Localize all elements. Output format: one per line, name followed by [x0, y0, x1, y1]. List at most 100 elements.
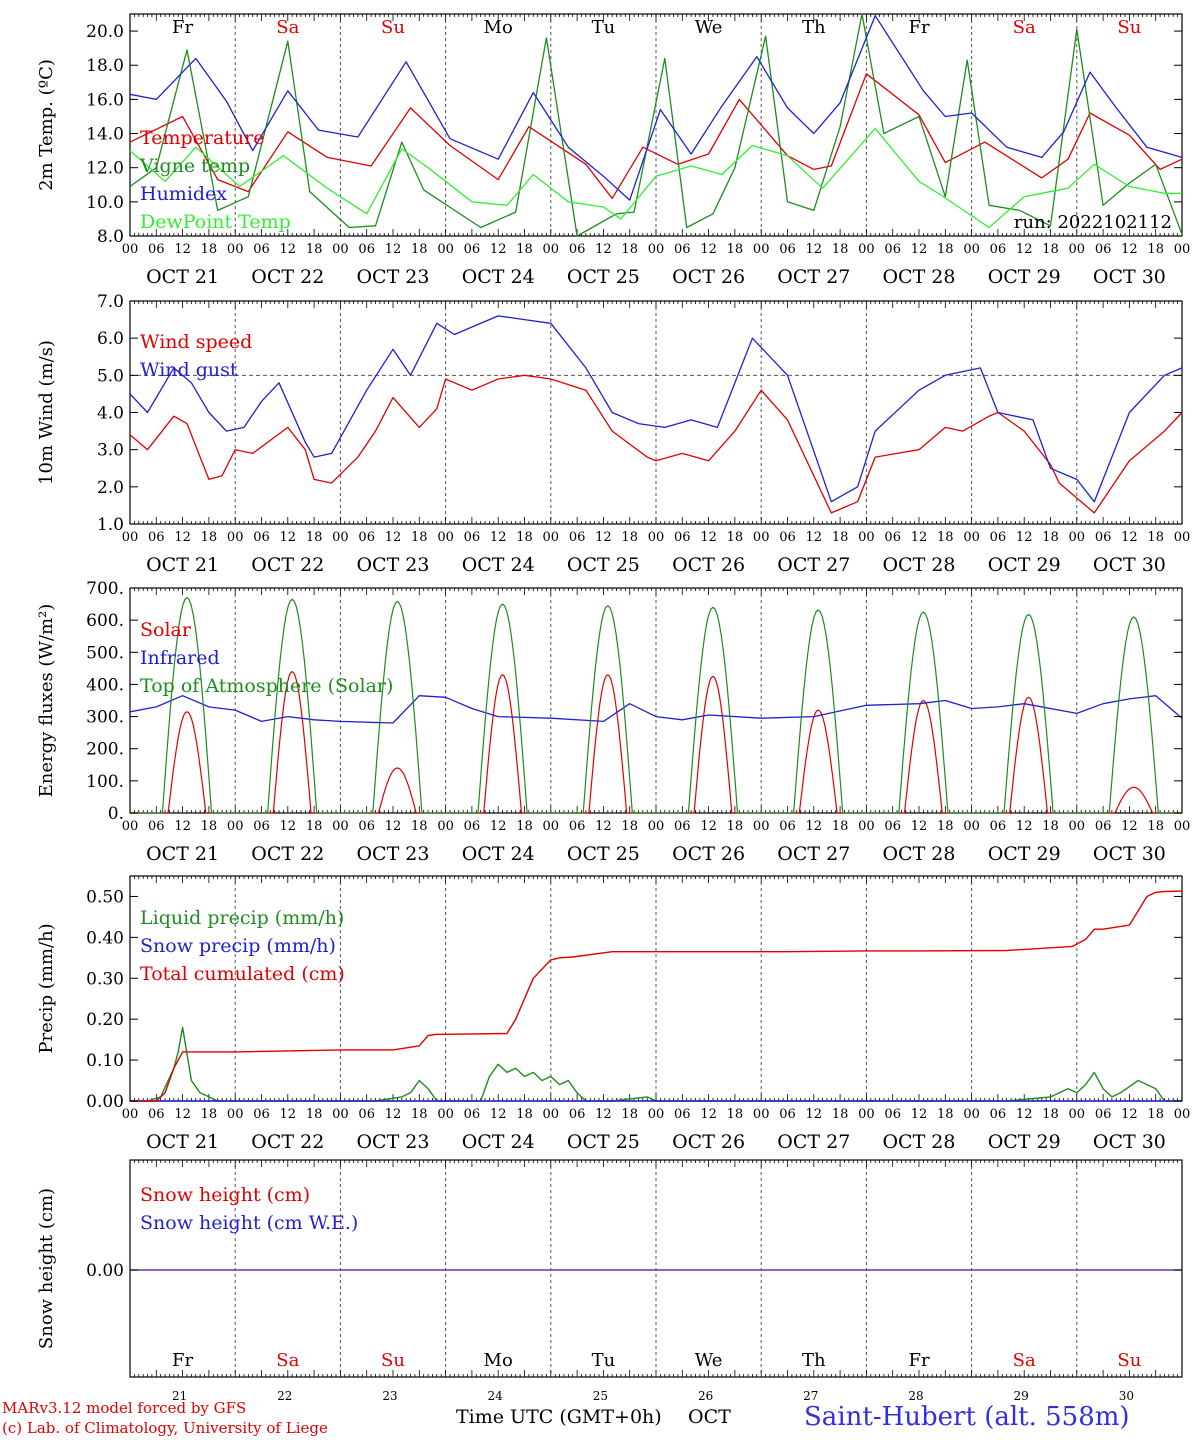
hour-tick-label: 06 [569, 1107, 586, 1122]
hour-tick-label: 00 [858, 1107, 875, 1122]
hour-tick-label: 12 [700, 819, 717, 834]
date-label: OCT 21 [146, 1131, 219, 1153]
y-axis-1: 8.0 10.0 12.0 14.0 16.0 18.0 20.0 2m Temp. (ºC) [36, 22, 1182, 247]
hour-tick-label: 12 [1016, 819, 1033, 834]
hour-tick-label: 06 [779, 530, 796, 545]
hour-tick-label: 12 [1121, 242, 1138, 257]
legend-entry: Liquid precip (mm/h) [140, 907, 344, 929]
hour-tick-label: 12 [595, 242, 612, 257]
hour-tick-label: 00 [963, 242, 980, 257]
y-tick-label: 400. [86, 675, 124, 695]
hour-tick-label: 06 [464, 530, 481, 545]
hour-tick-label: 00 [648, 530, 665, 545]
weekday-label: Su [381, 17, 405, 38]
legend-entry: Top of Atmosphere (Solar) [140, 675, 393, 697]
y-tick-label: 500. [86, 643, 124, 663]
x-axis-labels-1: 00 06 12 18 00 06 12 18 00 06 12 18 00 06 12 18 00 06 12 18… [122, 242, 1191, 288]
date-label: OCT 25 [567, 1131, 640, 1153]
date-label: OCT 22 [251, 1131, 324, 1153]
series-line-blue [129, 315, 1183, 503]
hour-tick-label: 06 [779, 1107, 796, 1122]
hour-tick-label: 00 [1069, 819, 1086, 834]
y-axis-title: 2m Temp. (ºC) [36, 59, 57, 191]
day-number: 24 [488, 1389, 504, 1403]
hour-tick-label: 12 [174, 1107, 191, 1122]
hour-tick-label: 12 [1016, 530, 1033, 545]
hour-tick-label: 06 [358, 242, 375, 257]
hour-tick-label: 00 [858, 242, 875, 257]
hour-tick-label: 12 [595, 819, 612, 834]
hour-tick-label: 06 [884, 819, 901, 834]
weekday-label: Sa [1013, 17, 1036, 38]
bottom-weekday-labels: Fr Sa Su Mo Tu We Th Fr Sa Su [172, 1350, 1141, 1371]
date-label: OCT 23 [356, 1131, 429, 1153]
date-label: OCT 24 [462, 1131, 535, 1153]
weekday-label: Su [381, 1350, 405, 1371]
hour-tick-label: 00 [1069, 530, 1086, 545]
hour-tick-label: 18 [832, 819, 849, 834]
legend-5: Snow height (cm) Snow height (cm W.E.) [140, 1184, 358, 1234]
date-label: OCT 22 [251, 554, 324, 576]
hour-tick-label: 06 [990, 819, 1007, 834]
weekday-label: Fr [172, 17, 193, 38]
hour-tick-label: 00 [858, 819, 875, 834]
date-label: OCT 30 [1093, 1131, 1166, 1153]
hour-tick-label: 18 [516, 530, 533, 545]
hour-tick-label: 00 [122, 530, 139, 545]
hour-tick-label: 18 [1147, 530, 1164, 545]
date-label: OCT 25 [567, 843, 640, 865]
hour-tick-label: 12 [385, 530, 402, 545]
y-tick-label: 5.0 [97, 366, 124, 386]
hour-tick-label: 06 [674, 530, 691, 545]
series-line-green [129, 13, 1183, 237]
weekday-label: Th [802, 17, 826, 38]
y-tick-label: 0. [108, 804, 124, 824]
date-label: OCT 21 [146, 266, 219, 288]
weekday-label: Mo [484, 17, 513, 38]
hour-tick-label: 06 [253, 530, 270, 545]
hour-tick-label: 06 [148, 242, 165, 257]
y-tick-label: 0.50 [86, 887, 124, 907]
hour-tick-label: 18 [1042, 819, 1059, 834]
hour-tick-label: 00 [122, 819, 139, 834]
hour-tick-label: 00 [122, 242, 139, 257]
legend-entry: Wind gust [140, 359, 238, 381]
hour-tick-label: 00 [1069, 242, 1086, 257]
y-axis-title: 10m Wind (m/s) [36, 340, 57, 485]
hour-tick-label: 18 [937, 1107, 954, 1122]
hour-tick-label: 06 [464, 242, 481, 257]
hour-tick-label: 00 [437, 242, 454, 257]
y-tick-label: 100. [86, 772, 124, 792]
hour-tick-label: 18 [727, 242, 744, 257]
y-tick-label: 18.0 [86, 56, 124, 76]
hour-tick-label: 00 [332, 242, 349, 257]
hour-tick-label: 00 [753, 819, 770, 834]
date-label: OCT 27 [777, 266, 850, 288]
date-label: OCT 27 [777, 1131, 850, 1153]
weekday-label: Tu [592, 17, 616, 38]
hour-tick-label: 18 [1147, 1107, 1164, 1122]
hour-tick-label: 18 [1042, 530, 1059, 545]
y-tick-label: 0.10 [86, 1051, 124, 1071]
date-label: OCT 21 [146, 843, 219, 865]
weekday-label: Su [1117, 17, 1141, 38]
hour-tick-label: 12 [280, 530, 297, 545]
hour-tick-label: 06 [674, 819, 691, 834]
day-number: 27 [803, 1389, 818, 1403]
series-line-red [129, 73, 1183, 200]
hour-tick-label: 18 [832, 1107, 849, 1122]
hour-tick-label: 00 [332, 530, 349, 545]
hour-tick-label: 18 [516, 819, 533, 834]
series-line-red [129, 374, 1183, 514]
hour-tick-label: 12 [385, 242, 402, 257]
weekday-label: Sa [276, 17, 299, 38]
y-axis-title: Precip (mm/h) [36, 923, 57, 1053]
hour-tick-label: 06 [990, 242, 1007, 257]
hour-tick-label: 18 [516, 1107, 533, 1122]
hour-tick-label: 06 [779, 242, 796, 257]
weekday-label: Th [802, 1350, 826, 1371]
date-label: OCT 24 [462, 266, 535, 288]
series-line-lightgreen [129, 127, 1182, 229]
hour-tick-label: 12 [174, 819, 191, 834]
legend-entry: Snow precip (mm/h) [140, 935, 336, 957]
